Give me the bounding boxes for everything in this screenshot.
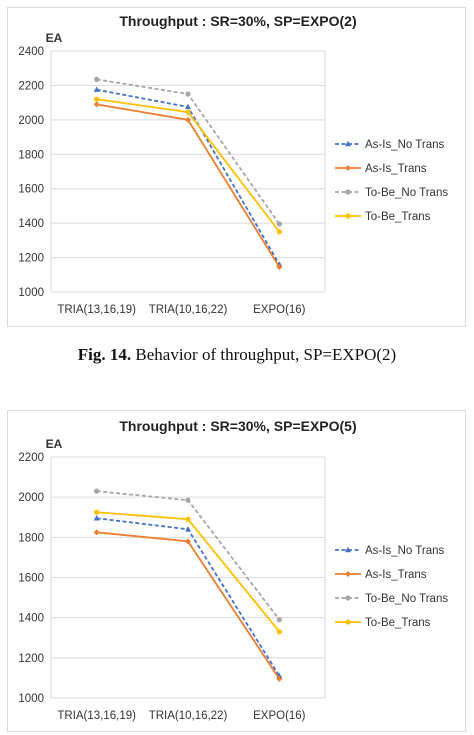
- data-point-1-2-1: [185, 497, 191, 503]
- y-axis-label-0: EA: [46, 31, 63, 45]
- figure-caption: Fig. 14. Behavior of throughput, SP=EXPO…: [0, 345, 474, 365]
- data-point-0-1-2: [276, 264, 283, 271]
- y-tick-label-0-2: 1400: [18, 218, 44, 230]
- legend-marker-0-2: [345, 189, 351, 195]
- y-tick-label-1-0: 1000: [18, 693, 44, 705]
- legend-entry-1-3: To-Be_Trans: [365, 617, 431, 629]
- figure-caption-label: Fig. 14.: [77, 345, 132, 364]
- legend-marker-1-2: [345, 595, 351, 601]
- data-point-1-3-1: [185, 516, 191, 522]
- x-tick-label-0-2: EXPO(16): [253, 304, 306, 316]
- y-axis-label-1: EA: [46, 437, 63, 451]
- y-tick-label-1-1: 1200: [18, 653, 44, 665]
- y-tick-label-0-4: 1800: [18, 149, 44, 161]
- x-tick-label-1-2: EXPO(16): [253, 710, 306, 722]
- series-0-3: [94, 96, 282, 235]
- data-point-1-2-0: [94, 488, 100, 494]
- figure-caption-text: Behavior of throughput, SP=EXPO(2): [131, 345, 397, 364]
- data-point-0-3-2: [276, 229, 282, 235]
- legend-entry-0-3: To-Be_Trans: [365, 211, 431, 223]
- legend-entry-0-1: As-Is_Trans: [365, 163, 427, 175]
- y-tick-label-0-3: 1600: [18, 184, 44, 196]
- series-line-1-1: [96, 531, 281, 680]
- series-1-1: [93, 529, 283, 682]
- legend-entry-0-0: As-Is_No Trans: [365, 139, 444, 151]
- data-point-1-0-0: [93, 515, 100, 521]
- data-point-0-1-0: [93, 101, 100, 108]
- chart-panel-1: Throughput : SR=30%, SP=EXPO(2) EA 1000 120…: [7, 7, 466, 327]
- series-line-0-2: [96, 78, 281, 225]
- series-line-1-2: [96, 490, 281, 621]
- legend-entry-1-2: To-Be_No Trans: [365, 593, 448, 605]
- data-point-0-2-1: [185, 91, 191, 97]
- legend-marker-0-1: [345, 165, 351, 171]
- data-point-1-2-2: [276, 617, 282, 623]
- legend-marker-0-0: [345, 140, 351, 147]
- y-tick-label-1-2: 1400: [18, 613, 44, 625]
- throughput-chart-expo5: Throughput : SR=30%, SP=EXPO(5) EA 1000 120…: [18, 418, 448, 722]
- series-1-2: [94, 488, 282, 623]
- y-tick-label-0-0: 1000: [18, 287, 44, 299]
- chart-panel-2: Throughput : SR=30%, SP=EXPO(5) EA 1000 120…: [7, 410, 466, 732]
- x-tick-label-0-1: TRIA(10,16,22): [149, 304, 228, 316]
- data-point-1-0-1: [185, 526, 191, 532]
- series-1-3: [94, 509, 282, 635]
- data-point-0-2-0: [94, 76, 100, 83]
- legend-entry-1-1: As-Is_Trans: [365, 569, 427, 581]
- legend-entry-1-0: As-Is_No Trans: [365, 545, 444, 557]
- legend-marker-1-3: [345, 619, 351, 625]
- y-tick-label-1-3: 1600: [18, 573, 44, 585]
- legend-marker-1-1: [345, 571, 351, 577]
- data-point-0-0-0: [93, 86, 100, 92]
- y-tick-label-0-1: 1200: [18, 253, 44, 265]
- data-point-0-2-2: [276, 221, 282, 227]
- x-tick-label-1-0: TRIA(13,16,19): [57, 710, 136, 722]
- chart-title-0: Throughput : SR=30%, SP=EXPO(2): [119, 13, 356, 29]
- data-point-0-3-0: [94, 96, 100, 102]
- series-0-1: [93, 101, 283, 271]
- y-tick-label-0-5: 2000: [18, 115, 44, 127]
- data-point-0-0-1: [185, 103, 191, 110]
- data-point-0-1-1: [185, 116, 191, 123]
- data-point-0-3-1: [185, 109, 191, 115]
- x-tick-label-1-1: TRIA(10,16,22): [149, 710, 228, 722]
- data-point-1-1-2: [276, 675, 283, 682]
- chart-title-1: Throughput : SR=30%, SP=EXPO(5): [119, 418, 356, 434]
- y-tick-label-0-7: 2400: [18, 46, 44, 58]
- throughput-chart-expo2: Throughput : SR=30%, SP=EXPO(2) EA 1000 120…: [18, 13, 448, 316]
- y-tick-label-1-5: 2000: [18, 492, 44, 504]
- legend-entry-0-2: To-Be_No Trans: [365, 187, 448, 199]
- data-point-1-3-2: [276, 629, 282, 635]
- data-point-1-1-1: [185, 538, 191, 545]
- series-0-2: [94, 76, 282, 227]
- data-point-1-1-0: [93, 529, 100, 536]
- legend-marker-1-0: [345, 546, 351, 553]
- legend-marker-0-3: [345, 213, 351, 219]
- y-tick-label-1-4: 1800: [18, 532, 44, 544]
- series-line-0-0: [96, 88, 281, 265]
- data-point-1-3-0: [94, 509, 100, 515]
- y-tick-label-1-6: 2200: [18, 452, 44, 464]
- y-tick-label-0-6: 2200: [18, 80, 44, 92]
- x-tick-label-0-0: TRIA(13,16,19): [57, 304, 136, 316]
